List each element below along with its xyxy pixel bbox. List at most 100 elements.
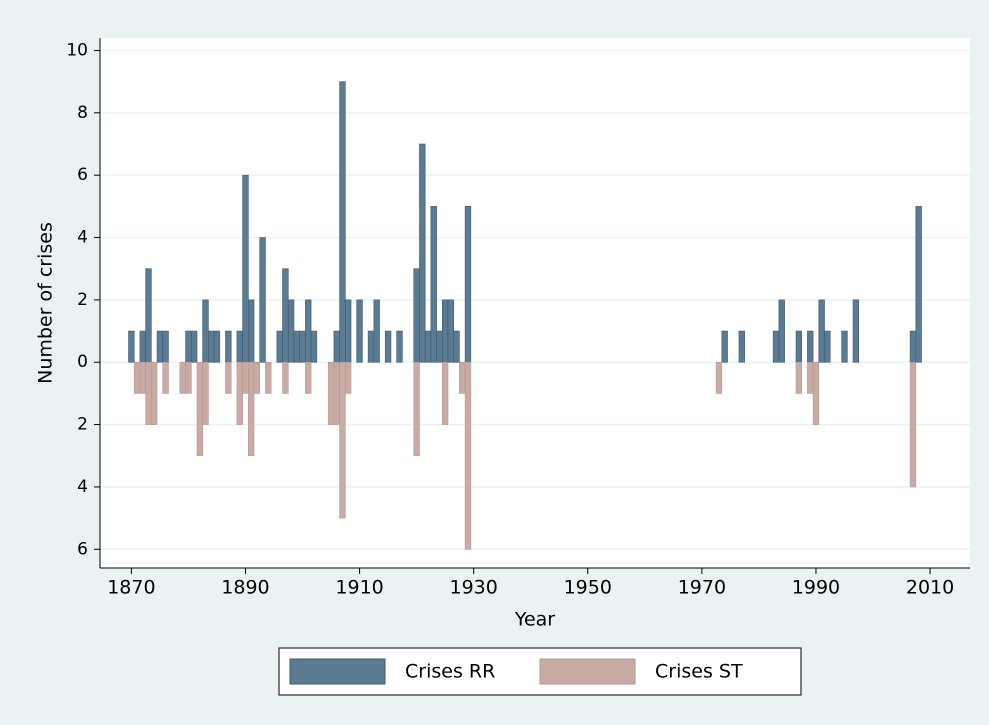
x-tick-label: 1870 bbox=[107, 577, 155, 599]
y-tick-label: 6 bbox=[77, 165, 88, 185]
bar bbox=[772, 330, 780, 363]
bar bbox=[345, 361, 352, 394]
bar bbox=[259, 237, 266, 363]
bar bbox=[447, 299, 455, 363]
bar bbox=[464, 206, 472, 363]
bar bbox=[459, 361, 466, 394]
bar bbox=[453, 330, 460, 363]
bar bbox=[185, 330, 192, 363]
legend-label: Crises ST bbox=[655, 661, 743, 683]
legend-swatch bbox=[289, 658, 386, 685]
bar bbox=[236, 330, 243, 363]
bar bbox=[841, 330, 848, 363]
bar bbox=[738, 330, 745, 363]
bar bbox=[310, 330, 318, 363]
x-tick-label: 1990 bbox=[792, 577, 840, 599]
bar bbox=[715, 361, 723, 394]
bar bbox=[151, 361, 158, 425]
bar bbox=[248, 299, 255, 363]
bar bbox=[909, 361, 917, 488]
bar bbox=[333, 330, 340, 363]
bar bbox=[139, 330, 146, 363]
y-tick-label: 6 bbox=[77, 539, 88, 559]
bar bbox=[242, 174, 249, 363]
bar bbox=[795, 330, 803, 363]
x-tick-label: 1950 bbox=[564, 577, 612, 599]
bar bbox=[156, 330, 164, 363]
bar bbox=[133, 361, 141, 394]
bar bbox=[225, 361, 232, 394]
bar bbox=[373, 299, 380, 363]
y-tick-label: 10 bbox=[66, 40, 88, 60]
bar bbox=[145, 361, 152, 425]
bar bbox=[248, 361, 255, 457]
bar bbox=[812, 361, 820, 425]
bar bbox=[345, 299, 352, 363]
legend-label: Crises RR bbox=[405, 661, 495, 683]
x-tick-label: 1910 bbox=[335, 577, 383, 599]
bar bbox=[299, 330, 306, 363]
y-tick-label: 0 bbox=[77, 352, 88, 372]
bar bbox=[441, 299, 449, 363]
bar bbox=[225, 330, 232, 363]
bar bbox=[196, 361, 203, 457]
bar bbox=[213, 330, 221, 363]
bar bbox=[824, 330, 831, 363]
bar bbox=[430, 206, 437, 363]
bar bbox=[436, 330, 443, 363]
bar bbox=[413, 268, 420, 363]
bar bbox=[367, 330, 375, 363]
bar bbox=[721, 330, 728, 363]
bar bbox=[327, 361, 335, 425]
bar bbox=[333, 361, 340, 425]
bar bbox=[778, 299, 785, 363]
bar bbox=[287, 299, 295, 363]
bar bbox=[162, 330, 169, 363]
y-tick-label: 4 bbox=[77, 477, 88, 497]
x-tick-label: 1930 bbox=[449, 577, 497, 599]
bar bbox=[282, 268, 289, 363]
bar bbox=[384, 330, 392, 363]
bar bbox=[202, 299, 209, 363]
bar bbox=[339, 81, 346, 363]
y-tick-label: 2 bbox=[77, 290, 88, 310]
bar bbox=[795, 361, 803, 394]
bar bbox=[253, 361, 261, 394]
y-tick-label: 2 bbox=[77, 415, 88, 435]
bar bbox=[145, 268, 152, 363]
bar bbox=[419, 143, 426, 363]
bar bbox=[339, 361, 346, 519]
bar bbox=[202, 361, 209, 425]
bar bbox=[305, 361, 312, 394]
bar bbox=[818, 299, 825, 363]
bar bbox=[464, 361, 472, 550]
x-tick-label: 2010 bbox=[906, 577, 954, 599]
bar bbox=[139, 361, 146, 394]
bar bbox=[441, 361, 449, 425]
bar bbox=[807, 330, 814, 363]
bar bbox=[293, 330, 300, 363]
bar bbox=[909, 330, 917, 363]
bar bbox=[179, 361, 186, 394]
bar bbox=[185, 361, 192, 394]
bar bbox=[190, 330, 198, 363]
legend-swatch bbox=[539, 658, 636, 685]
bar bbox=[282, 361, 289, 394]
x-axis-title: Year bbox=[514, 609, 555, 631]
y-tick-label: 8 bbox=[77, 103, 88, 123]
bar bbox=[236, 361, 243, 425]
bar bbox=[265, 361, 272, 394]
bar bbox=[208, 330, 215, 363]
bar bbox=[242, 361, 249, 394]
bar bbox=[915, 206, 922, 363]
bar bbox=[807, 361, 814, 394]
bar bbox=[356, 299, 363, 363]
y-axis-title: Number of crises bbox=[35, 222, 57, 384]
bar bbox=[852, 299, 860, 363]
bar bbox=[162, 361, 169, 394]
bar bbox=[305, 299, 312, 363]
plot-area bbox=[100, 38, 970, 568]
x-tick-label: 1890 bbox=[221, 577, 269, 599]
bar bbox=[276, 330, 283, 363]
y-tick-label: 4 bbox=[77, 228, 88, 248]
